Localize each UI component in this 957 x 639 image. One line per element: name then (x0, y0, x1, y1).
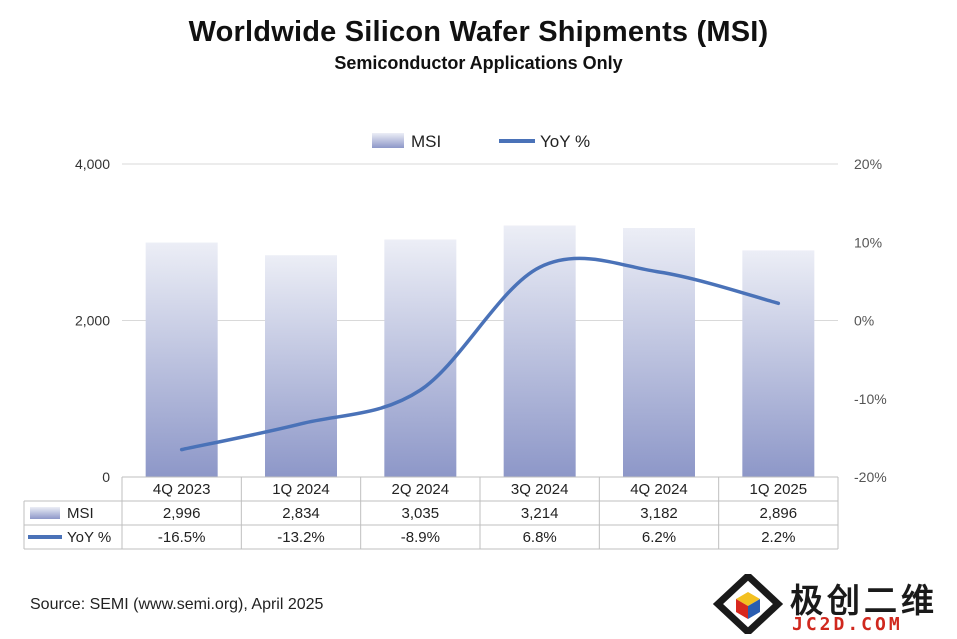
bar (742, 250, 815, 477)
y-left-tick-label: 0 (102, 469, 110, 485)
table-row-label-yoy: YoY % (67, 529, 111, 546)
table-cell-msi: 3,214 (521, 505, 559, 522)
table-cell-msi: 2,834 (282, 505, 320, 522)
table-cell-yoy: 6.2% (642, 529, 676, 546)
watermark-subtext: JC2D.COM (792, 614, 903, 635)
bar (265, 255, 337, 477)
x-category-label: 2Q 2024 (392, 481, 450, 498)
table-cell-yoy: 2.2% (761, 529, 795, 546)
legend-label-yoy: YoY % (540, 132, 590, 151)
cube-logo-icon (712, 571, 784, 637)
x-category-label: 4Q 2024 (630, 481, 688, 498)
bar (623, 228, 695, 477)
y-left-tick-label: 4,000 (75, 156, 110, 172)
source-note: Source: SEMI (www.semi.org), April 2025 (30, 596, 324, 613)
y-right-tick-label: -20% (854, 469, 887, 485)
table-cell-msi: 3,035 (402, 505, 440, 522)
bar (503, 225, 576, 477)
x-category-label: 3Q 2024 (511, 481, 569, 498)
bar (145, 242, 218, 477)
legend-swatch-msi (372, 133, 404, 148)
chart: 0 2,000 4,000 -20% -10% 0% 10% 20% MSI YoY % 4Q … (23, 132, 887, 550)
y-right-tick-label: -10% (854, 391, 887, 407)
table-row-label-msi: MSI (67, 505, 94, 522)
chart-subtitle: Semiconductor Applications Only (334, 53, 623, 73)
table-cell-msi: 2,896 (760, 505, 798, 522)
watermark-text: 极创二维 (790, 581, 938, 620)
legend-label-msi: MSI (411, 132, 441, 151)
table-cell-yoy: -8.9% (401, 529, 440, 546)
bar (384, 239, 457, 477)
y-left-tick-label: 2,000 (75, 313, 110, 329)
x-category-label: 1Q 2025 (750, 481, 808, 498)
table-cell-yoy: 6.8% (523, 529, 557, 546)
chart-title: Worldwide Silicon Wafer Shipments (MSI) (188, 16, 769, 48)
table-cell-msi: 2,996 (163, 505, 201, 522)
y-right-tick-label: 10% (854, 234, 882, 250)
y-right-tick-label: 0% (854, 313, 874, 329)
table-swatch-msi (30, 507, 60, 519)
table-cell-yoy: -13.2% (277, 529, 325, 546)
y-right-tick-label: 20% (854, 156, 882, 172)
x-category-label: 1Q 2024 (272, 481, 330, 498)
x-category-label: 4Q 2023 (153, 481, 211, 498)
yoy-line (179, 256, 781, 452)
table-cell-msi: 3,182 (640, 505, 678, 522)
watermark-logo: 极创二维 JC2D.COM (712, 571, 952, 637)
table-cell-yoy: -16.5% (158, 529, 206, 546)
